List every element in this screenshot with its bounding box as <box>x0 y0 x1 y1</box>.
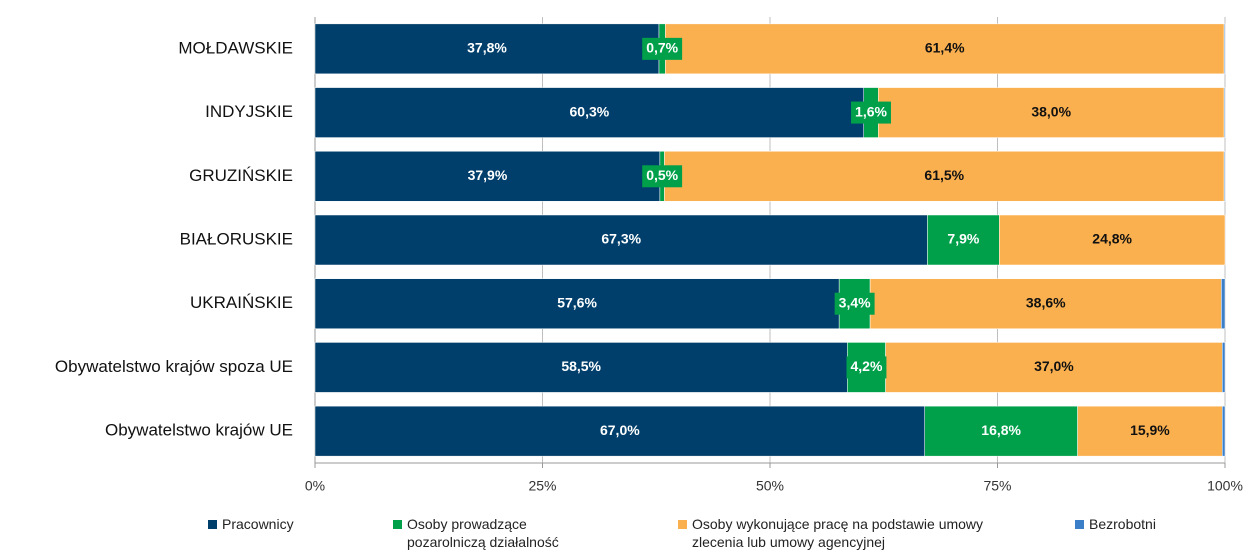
legend-label: Osoby prowadzące pozarolniczą działalnoś… <box>407 516 559 550</box>
legend-swatch <box>678 520 687 529</box>
bar-segment <box>1223 151 1226 202</box>
value-label: 37,8% <box>467 40 507 56</box>
bar-segment <box>1077 405 1223 457</box>
x-tick-label: 75% <box>983 478 1011 494</box>
legend-label: Bezrobotni <box>1089 516 1156 532</box>
value-label: 0,7% <box>646 40 678 56</box>
value-label: 37,0% <box>1034 358 1074 374</box>
bar-segment <box>664 151 1225 202</box>
legend-label: Osoby wykonujące pracę na podstawie umow… <box>692 516 984 550</box>
legend-item: Bezrobotni <box>1075 515 1195 533</box>
x-tick-label: 50% <box>756 478 784 494</box>
category-label: GRUZIŃSKIE <box>189 166 293 185</box>
bar-segment <box>885 342 1223 393</box>
bar-segment <box>1222 342 1226 393</box>
value-label: 1,6% <box>855 103 887 119</box>
value-label: 67,3% <box>601 231 641 247</box>
legend-swatch <box>393 520 402 529</box>
chart: 0% 25% 50% 75% 100% MOŁDAWSKIE INDYJSKIE GRUZIŃ… <box>55 17 1243 494</box>
value-label: 4,2% <box>850 358 882 374</box>
bar-segment <box>665 23 1225 75</box>
bar-segment <box>314 214 928 266</box>
value-label-box <box>977 420 1025 443</box>
bar-segment <box>1223 23 1226 75</box>
legend-swatch <box>1075 520 1084 529</box>
x-tick-label: 100% <box>1207 478 1243 494</box>
bar-segment <box>314 278 840 329</box>
bar-segment <box>314 405 925 457</box>
bar-segment <box>314 23 660 75</box>
value-label: 37,9% <box>468 167 508 183</box>
legend-item: Osoby wykonujące pracę na podstawie umow… <box>678 515 998 551</box>
value-label: 38,0% <box>1031 103 1071 119</box>
bar-segment <box>999 214 1226 266</box>
value-label: 57,6% <box>557 294 597 310</box>
bar-segment <box>1221 278 1226 329</box>
value-label: 3,4% <box>839 294 871 310</box>
value-label: 67,0% <box>600 422 640 438</box>
value-label: 38,6% <box>1026 294 1066 310</box>
value-label-box <box>642 165 683 188</box>
category-label: Obywatelstwo krajów spoza UE <box>55 357 293 376</box>
bar-segment <box>1222 405 1226 457</box>
legend-swatch <box>208 520 217 529</box>
category-label: Obywatelstwo krajów UE <box>105 421 293 440</box>
x-tick-label: 0% <box>305 478 325 494</box>
category-label: UKRAIŃSKIE <box>190 293 293 312</box>
x-tick-label: 25% <box>528 478 556 494</box>
category-label: MOŁDAWSKIE <box>178 38 293 57</box>
value-label-box <box>642 37 683 60</box>
bar-segment <box>878 87 1225 138</box>
category-label: BIAŁORUSKIE <box>180 229 293 248</box>
value-label-box <box>834 292 875 315</box>
legend-item: Pracownicy <box>208 515 328 533</box>
value-label-box <box>846 356 887 379</box>
value-label: 16,8% <box>981 422 1021 438</box>
legend-item: Osoby prowadzące pozarolniczą działalnoś… <box>393 515 593 551</box>
category-label: INDYJSKIE <box>205 102 293 121</box>
legend-label: Pracownicy <box>222 516 294 532</box>
value-label: 61,4% <box>925 40 965 56</box>
value-label-box <box>851 101 891 124</box>
bar-segment <box>314 87 864 138</box>
value-label: 15,9% <box>1130 422 1170 438</box>
value-label: 61,5% <box>924 167 964 183</box>
value-label: 0,5% <box>646 167 678 183</box>
bar-segment <box>1223 87 1226 138</box>
value-label: 24,8% <box>1092 231 1132 247</box>
bar-segment <box>314 151 661 202</box>
value-label: 7,9% <box>947 231 979 247</box>
value-label-box <box>943 229 984 251</box>
bar-segment <box>314 342 848 393</box>
value-label: 60,3% <box>570 103 610 119</box>
value-label: 58,5% <box>561 358 601 374</box>
bar-segment <box>869 278 1222 329</box>
